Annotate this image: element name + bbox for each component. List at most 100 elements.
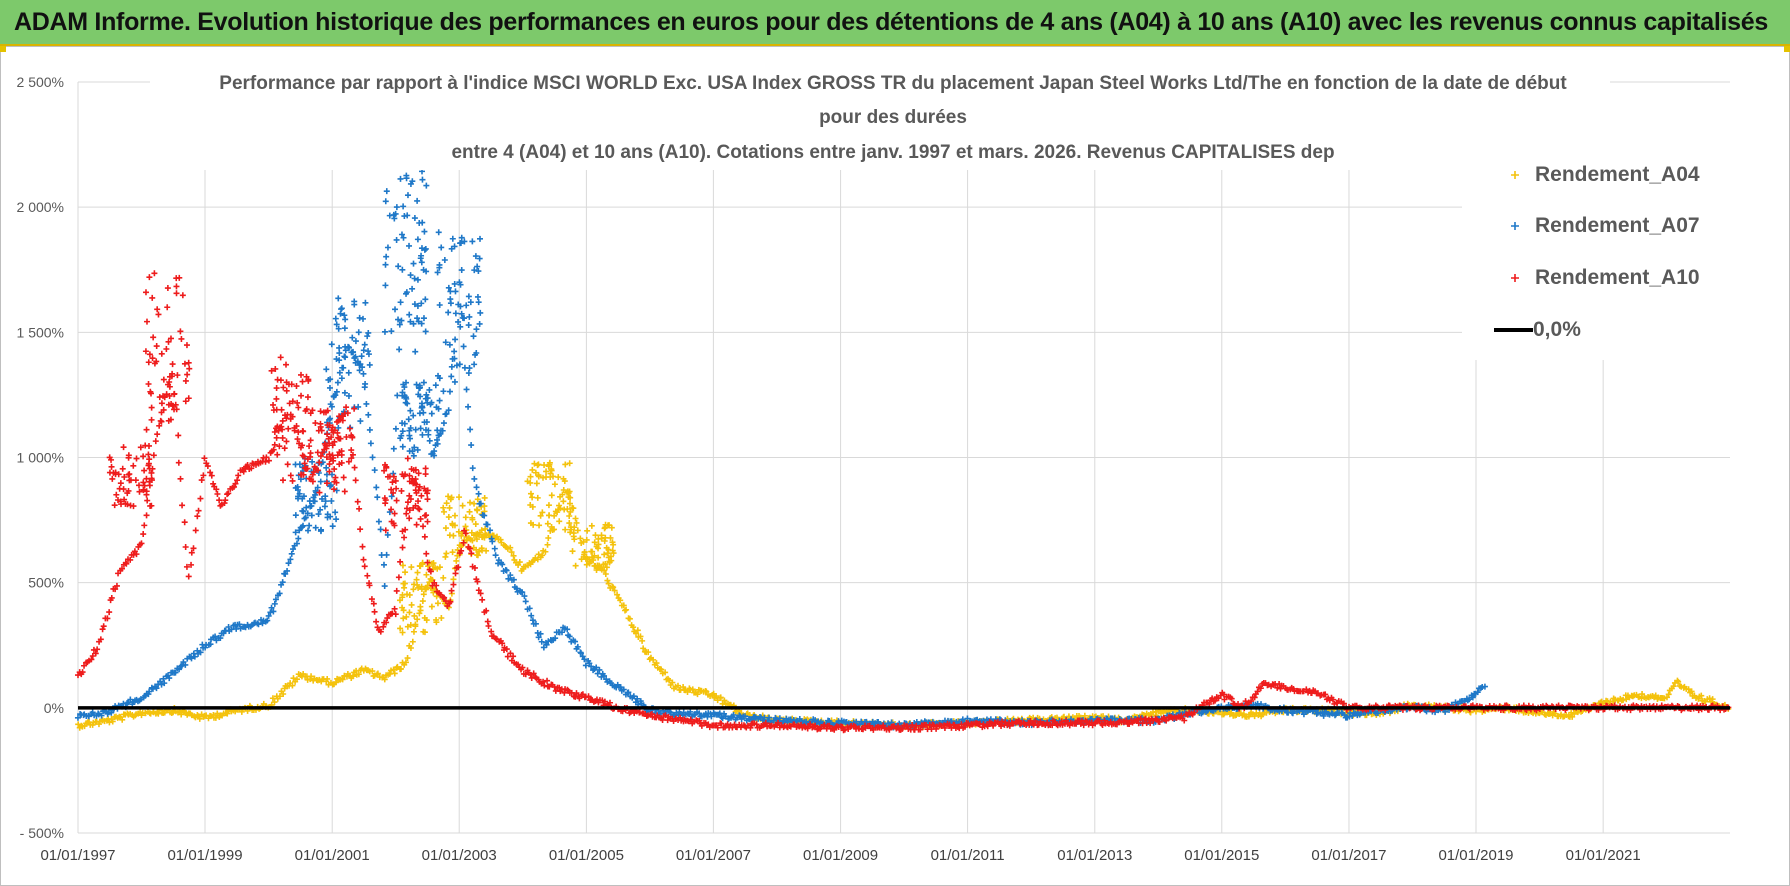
scatter-point [158, 418, 165, 425]
scatter-point [537, 512, 544, 519]
scatter-point [146, 456, 153, 463]
scatter-point [421, 533, 428, 540]
scatter-point [208, 472, 215, 479]
scatter-point [595, 545, 602, 552]
scatter-point [469, 238, 476, 245]
scatter-point [468, 550, 475, 557]
scatter-point [467, 426, 474, 433]
scatter-point [434, 427, 441, 434]
scatter-point [1303, 686, 1310, 693]
scatter-point [708, 713, 715, 720]
scatter-point [359, 364, 366, 371]
scatter-point [309, 478, 316, 485]
scatter-point [1163, 717, 1170, 724]
scatter-point [559, 491, 566, 498]
scatter-point [393, 497, 400, 504]
scatter-point [1623, 696, 1630, 703]
scatter-point [409, 638, 416, 645]
scatter-point [595, 535, 602, 542]
scatter-point [550, 473, 556, 480]
legend-label: Rendement_A10 [1535, 266, 1700, 289]
scatter-point [473, 536, 480, 543]
scatter-point [321, 503, 328, 510]
scatter-point [304, 456, 311, 463]
x-tick-label: 01/01/2001 [295, 847, 370, 864]
scatter-point [358, 353, 365, 360]
scatter-point [407, 407, 414, 414]
scatter-point [399, 528, 406, 535]
scatter-point [324, 407, 331, 414]
scatter-point [255, 621, 262, 628]
scatter-point [169, 361, 176, 368]
scatter-point [399, 428, 406, 435]
scatter-point [146, 688, 153, 695]
scatter-point [181, 519, 188, 526]
scatter-point [182, 544, 189, 551]
scatter-point [588, 663, 595, 670]
scatter-point [298, 471, 305, 478]
scatter-point [448, 245, 455, 252]
scatter-point [415, 505, 422, 512]
scatter-point [424, 496, 431, 503]
scatter-point [186, 365, 193, 372]
scatter-point [650, 656, 657, 663]
scatter-point [216, 497, 223, 504]
scatter-point [330, 393, 337, 400]
scatter-point [342, 354, 349, 361]
scatter-point [184, 371, 191, 378]
scatter-point [339, 417, 346, 424]
scatter-point [422, 395, 429, 402]
scatter-point [179, 502, 186, 509]
scatter-point [112, 586, 119, 593]
scatter-point [443, 410, 450, 417]
scatter-point [1032, 718, 1039, 725]
scatter-point [341, 312, 348, 319]
scatter-point [457, 303, 464, 310]
scatter-point [280, 384, 287, 391]
scatter-point [762, 720, 769, 727]
scatter-point [125, 452, 132, 459]
scatter-point [411, 301, 418, 308]
scatter-point [455, 318, 462, 325]
scatter-point [397, 665, 404, 672]
scatter-point [290, 546, 297, 553]
scatter-point [551, 512, 558, 519]
scatter-point [355, 329, 362, 336]
scatter-point [401, 580, 408, 587]
scatter-point [140, 453, 147, 460]
scatter-point [425, 427, 432, 434]
scatter-point [182, 398, 189, 405]
scatter-point [696, 717, 703, 724]
scatter-point [360, 370, 367, 377]
scatter-point [305, 527, 312, 534]
scatter-point [475, 587, 482, 594]
scatter-point [449, 549, 456, 556]
scatter-point [384, 531, 391, 538]
scatter-point [375, 518, 382, 525]
scatter-point [694, 691, 701, 698]
scatter-point [293, 423, 300, 430]
scatter-point [164, 304, 171, 311]
scatter-point [611, 587, 618, 594]
scatter-point [533, 480, 540, 487]
scatter-point [146, 465, 153, 472]
scatter-point [154, 306, 161, 313]
scatter-point [401, 392, 408, 399]
scatter-point [606, 522, 613, 529]
scatter-point [388, 486, 395, 493]
scatter-point [436, 375, 443, 382]
scatter-point [516, 559, 523, 566]
scatter-point [428, 410, 435, 417]
scatter-point [420, 523, 427, 530]
scatter-point [1474, 689, 1481, 696]
scatter-point [279, 579, 286, 586]
scatter-point [440, 504, 447, 511]
y-tick-label: 500% [28, 575, 64, 591]
scatter-point [440, 420, 447, 427]
scatter-point [213, 486, 220, 493]
scatter-point [419, 431, 426, 438]
scatter-point [106, 609, 113, 616]
scatter-point [390, 666, 397, 673]
scatter-point [458, 547, 465, 554]
scatter-point [571, 536, 578, 543]
